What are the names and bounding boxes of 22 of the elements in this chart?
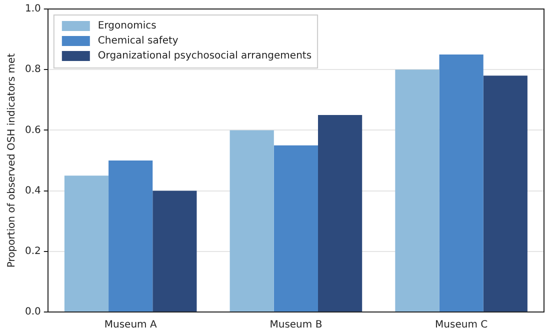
legend-label: Ergonomics (98, 20, 156, 32)
bar (395, 70, 440, 312)
y-axis-title: Proportion of observed OSH indicators met (6, 53, 18, 268)
y-tick-label: 0.6 (24, 124, 41, 136)
legend-label: Organizational psychosocial arrangements (98, 50, 312, 62)
x-tick-label: Museum A (104, 320, 157, 331)
bar (64, 176, 109, 312)
y-tick-label: 0.4 (24, 185, 41, 196)
y-tick-label: 0.0 (24, 306, 41, 318)
bar (274, 145, 318, 312)
y-tick-label: 1.0 (24, 4, 41, 15)
legend-label: Chemical safety (98, 36, 178, 47)
bar (152, 190, 197, 312)
bar (439, 54, 484, 312)
bar (483, 76, 528, 312)
bar (230, 130, 274, 312)
y-tick-label: 0.2 (24, 246, 41, 257)
x-tick-label: Museum B (270, 320, 322, 331)
bar (108, 160, 153, 312)
y-tick-label: 0.8 (24, 64, 41, 76)
bar (318, 115, 362, 312)
x-tick-label: Museum C (435, 320, 488, 331)
